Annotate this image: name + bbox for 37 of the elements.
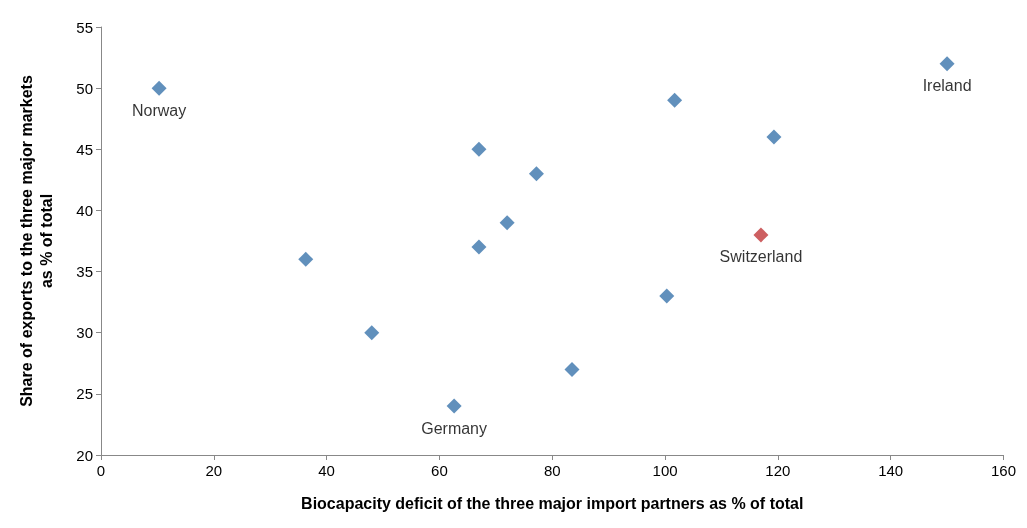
- x-tick-label: 120: [765, 462, 791, 479]
- annotation: Germany: [421, 419, 487, 437]
- point: [753, 227, 769, 243]
- y-tick-label: 40: [76, 201, 93, 219]
- point: [446, 398, 462, 414]
- point: [667, 92, 683, 108]
- y-axis-title: Share of exports to the three major markets as % of total: [17, 75, 55, 407]
- point: [939, 56, 955, 72]
- annotation: Switzerland: [719, 248, 803, 266]
- x-axis-title: Biocapacity deficit of the three major import partners as % of total: [301, 494, 804, 512]
- x-tick-label: 40: [318, 462, 335, 479]
- y-tick-label: 45: [76, 140, 93, 158]
- point: [471, 239, 487, 255]
- y-tick-label: 25: [76, 385, 93, 403]
- y-tick-label: 50: [76, 79, 93, 97]
- point: [364, 325, 380, 341]
- point: [766, 129, 782, 145]
- x-tick-label: 140: [878, 462, 904, 479]
- point: [659, 288, 675, 304]
- point: [499, 215, 515, 231]
- x-tick-label: 60: [431, 462, 448, 479]
- x-tick-label: 160: [990, 462, 1016, 479]
- x-tick-label: 20: [205, 462, 223, 479]
- x-tick-label: 80: [543, 462, 561, 479]
- annotation: Norway: [131, 101, 187, 119]
- y-tick-label: 55: [76, 18, 93, 36]
- x-tick-label: 100: [652, 462, 678, 479]
- y-tick-label: 35: [76, 263, 93, 281]
- point: [298, 251, 314, 267]
- point: [528, 166, 544, 182]
- y-tick-label: 30: [76, 324, 93, 342]
- point: [151, 80, 167, 96]
- annotation: Ireland: [922, 77, 972, 95]
- point: [564, 361, 580, 377]
- point: [471, 141, 487, 157]
- x-tick-label: 0: [96, 462, 106, 479]
- y-tick-label: 20: [76, 446, 93, 464]
